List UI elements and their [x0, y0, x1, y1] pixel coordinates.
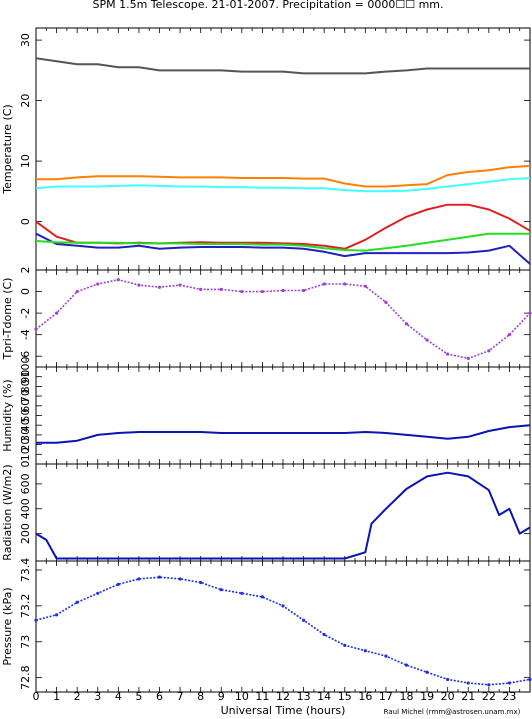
y-tick-label: -2 [19, 308, 32, 319]
x-tick-label: 0 [33, 690, 40, 703]
x-tick-label: 13 [297, 690, 311, 703]
chart-title: SPM 1.5m Telescope. 21-01-2007. Precipit… [92, 0, 443, 11]
y-tick-label: 0 [19, 218, 32, 225]
panel-3: 200 400 600 Radiation (W/m2) [1, 463, 531, 562]
x-tick-label: 5 [135, 690, 142, 703]
y-tick-label: 50 [19, 409, 32, 423]
y-tick-label: 100 [19, 357, 32, 378]
y-tick-label: 60 [19, 399, 32, 413]
y-tick-label: 10 [19, 447, 32, 461]
x-tick-label: 2 [74, 690, 81, 703]
x-tick-label: 18 [400, 690, 414, 703]
y-tick-label: 0 [19, 461, 32, 468]
series-line-0 [35, 278, 531, 360]
y-axis-label: Pressure (kPa) [1, 587, 14, 665]
series-line-0 [35, 471, 531, 560]
y-axis-label: Tpri-Tdome (C) [1, 278, 14, 361]
panel-0: 0 10 20 30 Temperature (C) [1, 27, 531, 271]
series-line-5 [35, 232, 530, 252]
series-line-2 [35, 177, 531, 193]
y-tick-label: -4 [19, 329, 32, 340]
y-axis-label: Temperature (C) [1, 104, 14, 194]
y-tick-label: 90 [19, 370, 32, 384]
y-tick-label: 80 [19, 379, 32, 393]
series-line-4 [35, 232, 531, 265]
y-tick-label: 20 [19, 94, 32, 108]
y-axis-label: Humidity (%) [1, 379, 14, 451]
series-line-0 [36, 424, 531, 444]
y-tick-label: 600 [19, 473, 32, 494]
y-tick-label: 30 [19, 428, 32, 442]
y-tick-label: 30 [19, 33, 32, 47]
y-axis-label: Radiation (W/m2) [1, 464, 14, 560]
y-tick-label: 40 [19, 418, 32, 432]
x-tick-label: 7 [177, 690, 184, 703]
panel-frame [35, 27, 531, 271]
y-tick-label: 400 [19, 498, 32, 519]
x-tick-label: 12 [276, 690, 290, 703]
y-tick-label: 70 [19, 389, 32, 403]
y-tick-label: 0 [19, 288, 32, 295]
x-tick-label: 6 [156, 690, 163, 703]
panel-frame [35, 366, 531, 465]
panel-frame [35, 269, 531, 368]
x-tick-label: 19 [420, 690, 434, 703]
x-tick-label: 1 [53, 690, 60, 703]
x-tick-label: 22 [482, 690, 496, 703]
panel-1: 2 0 -2 -4 -6 Tpri-Tdome (C) [1, 267, 532, 368]
x-tick-label: 10 [235, 690, 249, 703]
x-axis-label: Universal Time (hours) [221, 704, 346, 717]
x-tick-label: 8 [197, 690, 204, 703]
y-tick-label: 73.2 [19, 594, 32, 619]
panel-frame [35, 463, 531, 562]
y-tick-label: 73.4 [19, 558, 32, 583]
y-tick-label: 10 [19, 154, 32, 168]
x-tick-label: 21 [461, 690, 475, 703]
y-tick-label: 73 [19, 635, 32, 649]
y-tick-label: -6 [19, 351, 32, 362]
y-tick-label: 20 [19, 438, 32, 452]
data-point [528, 677, 532, 682]
panel-4: 72.8 73 73.2 73.4 Pressure (kPa) [1, 558, 532, 693]
x-tick-label: 11 [255, 690, 269, 703]
y-tick-label: 2 [19, 267, 32, 274]
x-tick-label: 14 [317, 690, 331, 703]
x-tick-label: 20 [441, 690, 455, 703]
x-tick-label: 23 [502, 690, 516, 703]
panel-frame [35, 560, 531, 693]
series-line-0 [35, 57, 530, 75]
series-line-1 [36, 164, 531, 188]
credit-text: Raul Michel (rmm@astrosen.unam.mx) [384, 708, 521, 716]
x-tick-label: 3 [94, 690, 101, 703]
y-tick-label: 200 [19, 523, 32, 544]
x-tick-label: 15 [338, 690, 352, 703]
x-tick-label: 4 [115, 690, 122, 703]
series-line-0 [35, 576, 531, 686]
x-tick-label: 16 [358, 690, 372, 703]
y-tick-label: 72.8 [19, 665, 32, 690]
x-tick-label: 9 [218, 690, 225, 703]
x-tick-label: 17 [379, 690, 393, 703]
